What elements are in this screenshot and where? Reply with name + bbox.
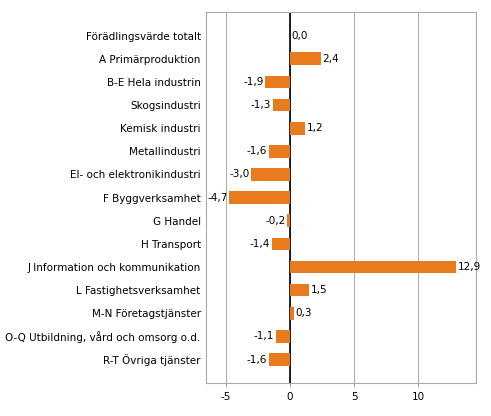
Text: 2,4: 2,4	[323, 54, 339, 64]
Bar	[251, 168, 290, 181]
Text: -1,9: -1,9	[243, 77, 264, 87]
Text: -1,4: -1,4	[249, 239, 270, 249]
Text: -1,6: -1,6	[247, 146, 267, 156]
Text: -3,0: -3,0	[229, 169, 249, 179]
Text: -0,2: -0,2	[265, 216, 285, 226]
Text: -1,6: -1,6	[247, 354, 267, 364]
Bar	[229, 191, 290, 204]
Text: 0,3: 0,3	[296, 308, 312, 318]
Text: -4,7: -4,7	[207, 193, 227, 203]
Bar	[269, 353, 290, 366]
Text: -1,1: -1,1	[253, 332, 274, 342]
Bar	[265, 76, 290, 88]
Bar	[269, 145, 290, 158]
Bar	[290, 52, 321, 65]
Text: 0,0: 0,0	[292, 31, 308, 41]
Bar	[290, 122, 305, 134]
Bar	[272, 238, 290, 250]
Bar	[287, 214, 290, 227]
Text: 12,9: 12,9	[458, 262, 481, 272]
Bar	[273, 99, 290, 111]
Bar	[275, 330, 290, 343]
Text: 1,5: 1,5	[311, 285, 327, 295]
Bar	[290, 261, 456, 273]
Text: -1,3: -1,3	[251, 100, 271, 110]
Bar	[290, 307, 294, 319]
Bar	[290, 284, 309, 297]
Text: 1,2: 1,2	[307, 123, 324, 133]
